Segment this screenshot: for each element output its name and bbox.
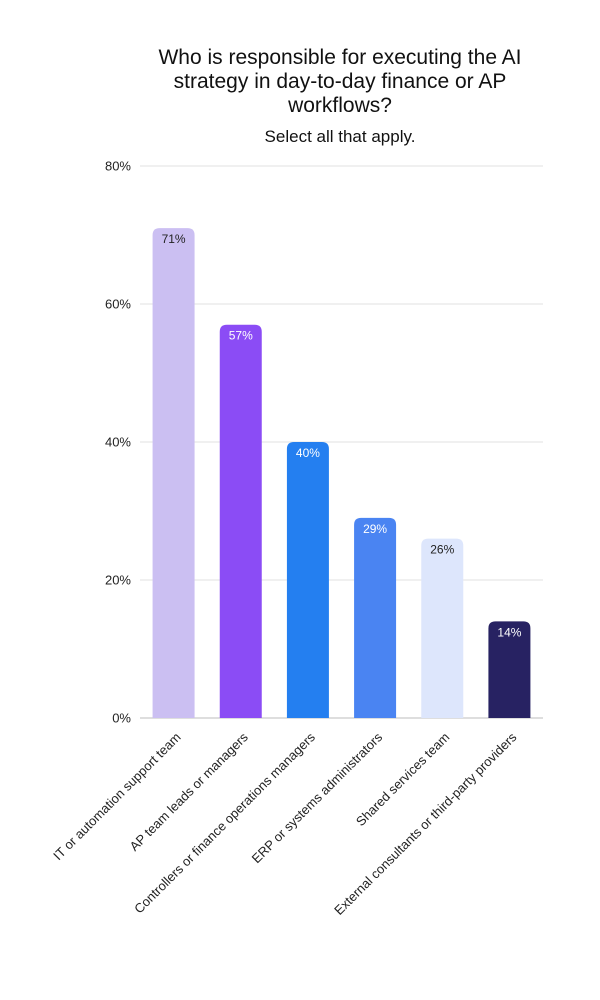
- y-axis: 0% 20% 40% 60% 80%: [105, 159, 131, 726]
- bar: [421, 538, 464, 718]
- bar: [219, 324, 262, 718]
- y-tick-label: 0%: [112, 711, 131, 726]
- bar: [354, 517, 397, 718]
- data-label: 26%: [430, 543, 454, 557]
- x-tick-label: IT or automation support team: [50, 730, 184, 864]
- bars: 71% 57% 40% 29% 26% 14%: [152, 228, 531, 718]
- x-tick-label: AP team leads or managers: [126, 729, 251, 854]
- bar: [488, 621, 531, 718]
- bar: [286, 442, 329, 718]
- y-tick-label: 20%: [105, 573, 131, 588]
- data-label: 29%: [363, 522, 387, 536]
- data-label: 71%: [162, 232, 186, 246]
- y-tick-label: 80%: [105, 159, 131, 174]
- chart-subtitle: Select all that apply.: [264, 127, 416, 146]
- x-tick-label: ERP or systems administrators: [249, 729, 386, 866]
- data-label: 57%: [229, 329, 253, 343]
- chart-title: Who is responsible for executing the AI …: [158, 46, 522, 117]
- y-tick-label: 40%: [105, 435, 131, 450]
- gridlines: [140, 165, 543, 719]
- bar: [152, 228, 195, 718]
- y-tick-label: 60%: [105, 297, 131, 312]
- data-label: 40%: [296, 446, 320, 460]
- data-label: 14%: [497, 625, 521, 639]
